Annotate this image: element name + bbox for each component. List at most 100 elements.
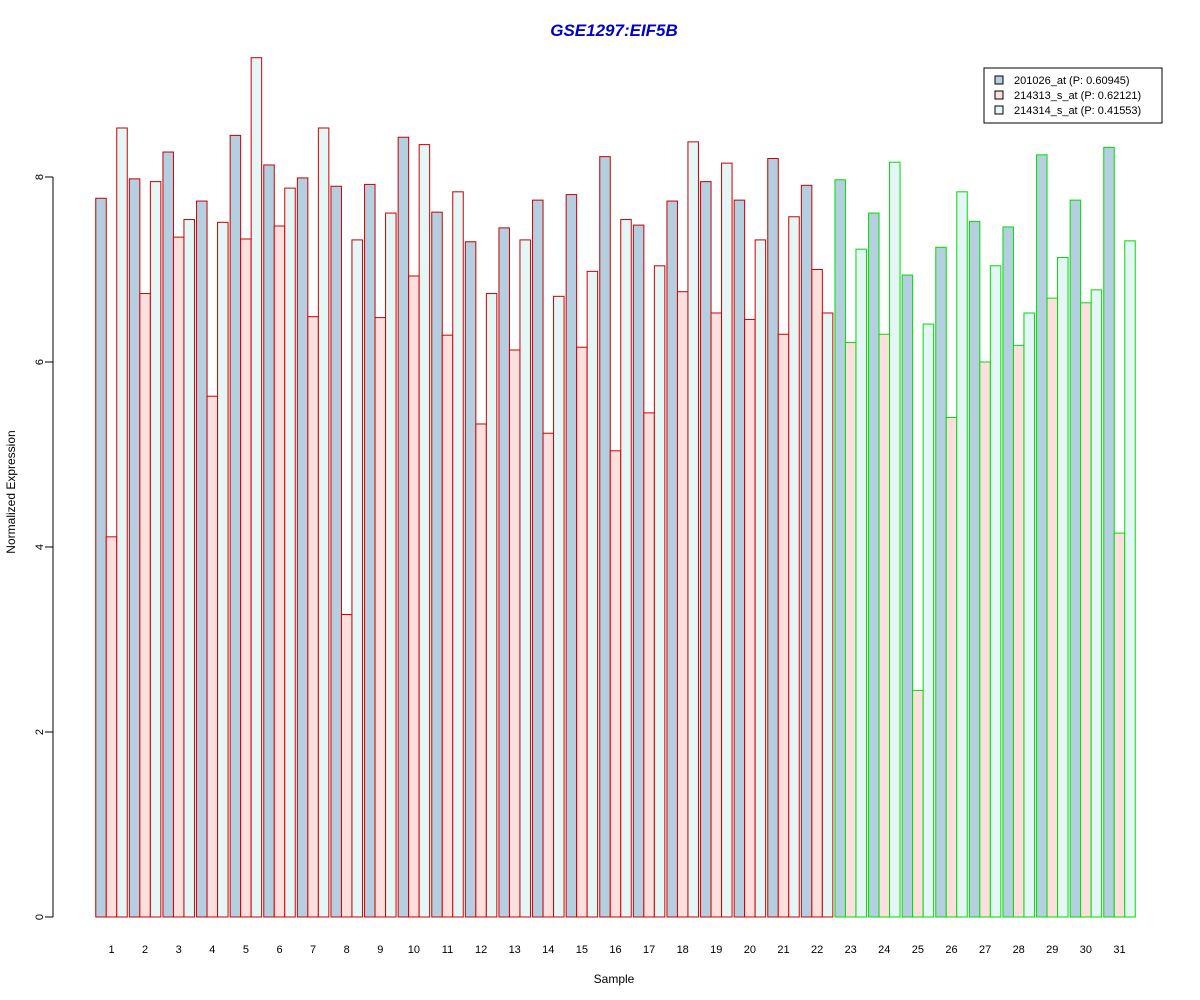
legend-box (983, 67, 1163, 124)
bar-s1-sample-23 (834, 179, 846, 918)
x-tick-label-25: 25 (912, 944, 924, 956)
bar-s3-sample-11 (452, 191, 464, 918)
bar-s2-sample-24 (878, 333, 891, 918)
bar-s3-sample-8 (351, 239, 363, 918)
bar-s3-sample-18 (687, 141, 699, 918)
bar-s1-sample-26 (935, 246, 947, 918)
x-tick-label-6: 6 (276, 944, 282, 956)
legend-swatch-3 (994, 105, 1004, 115)
bar-s3-sample-10 (418, 144, 431, 918)
bar-s2-sample-9 (374, 317, 387, 918)
bar-s2-sample-21 (777, 333, 790, 918)
legend-label-1: 201026_at (P: 0.60945) (1014, 75, 1130, 87)
bar-s2-sample-30 (1080, 302, 1092, 918)
bar-s3-sample-26 (956, 191, 968, 918)
x-tick-labels: 1 2 3 4 5 6 7 8 9 10 11 12 13 14 15 16 17 18 19 20 21 22 23 24 2… (108, 944, 1125, 956)
bar-s2-sample-7 (307, 316, 319, 918)
bar-s3-sample-25 (922, 323, 935, 918)
bar-s3-sample-31 (1124, 240, 1136, 918)
legend: 201026_at (P: 0.60945) 214313_s_at (P: 0.… (983, 67, 1163, 124)
bar-s1-sample-13 (498, 227, 510, 918)
x-tick-label-22: 22 (811, 944, 823, 956)
bar-s3-sample-3 (183, 219, 195, 918)
x-tick-label-2: 2 (142, 944, 148, 956)
y-tick-label-6: 6 (34, 359, 46, 365)
bar-s1-sample-14 (532, 199, 544, 918)
bar-s2-sample-17 (643, 412, 655, 918)
x-tick-label-21: 21 (777, 944, 789, 956)
bar-s3-sample-9 (385, 212, 397, 918)
bar-s2-sample-6 (273, 225, 286, 918)
bar-s1-sample-30 (1069, 199, 1082, 918)
x-tick-label-10: 10 (408, 944, 420, 956)
bar-s2-sample-12 (475, 423, 487, 918)
bar-s1-sample-22 (800, 184, 813, 918)
legend-swatch-1 (994, 75, 1004, 85)
bar-s3-sample-13 (519, 239, 531, 918)
y-tick-label-2: 2 (34, 729, 46, 735)
bar-s1-sample-4 (196, 200, 208, 918)
bar-s3-sample-17 (653, 265, 666, 918)
bar-s3-sample-23 (855, 248, 867, 918)
x-tick-label-3: 3 (176, 944, 182, 956)
bar-s1-sample-9 (364, 183, 376, 918)
bar-s3-sample-14 (553, 295, 565, 918)
bar-s3-sample-20 (754, 239, 767, 918)
bar-s3-sample-4 (217, 221, 229, 918)
x-tick-label-7: 7 (310, 944, 316, 956)
bar-s3-sample-6 (284, 187, 296, 918)
bars-group (95, 57, 1136, 918)
bar-s2-sample-14 (542, 432, 555, 918)
bar-s1-sample-28 (1002, 226, 1014, 918)
bar-s2-sample-22 (811, 269, 823, 918)
x-tick-label-15: 15 (576, 944, 588, 956)
bar-s1-sample-17 (632, 224, 645, 918)
bar-s2-sample-28 (1012, 344, 1025, 918)
bar-s2-sample-8 (340, 614, 353, 918)
x-tick-label-26: 26 (945, 944, 957, 956)
x-tick-label-11: 11 (442, 944, 453, 956)
bar-s1-sample-31 (1103, 146, 1115, 918)
bar-s1-sample-15 (565, 194, 578, 918)
x-tick-label-23: 23 (845, 944, 857, 956)
x-tick-label-5: 5 (243, 944, 249, 956)
x-tick-label-12: 12 (475, 944, 487, 956)
bar-s3-sample-2 (149, 181, 162, 918)
bar-s2-sample-19 (710, 312, 723, 918)
y-tick-label-0: 0 (34, 914, 46, 920)
x-tick-label-31: 31 (1113, 944, 1125, 956)
chart-title: GSE1297:EIF5B (550, 21, 678, 40)
x-tick-label-28: 28 (1013, 944, 1025, 956)
bar-s3-sample-12 (485, 293, 498, 918)
x-axis-label: Sample (594, 972, 635, 986)
bar-s3-sample-21 (788, 216, 800, 918)
bar-s3-sample-5 (250, 57, 263, 918)
bar-s1-sample-3 (162, 151, 174, 918)
bar-s2-sample-11 (441, 334, 454, 918)
legend-label-3: 214314_s_at (P: 0.41553) (1014, 105, 1141, 117)
bar-s1-sample-25 (901, 274, 914, 918)
x-tick-label-20: 20 (744, 944, 756, 956)
x-tick-label-18: 18 (677, 944, 689, 956)
bar-s1-sample-11 (431, 211, 443, 918)
bar-s3-sample-19 (721, 162, 733, 918)
bar-s2-sample-20 (744, 318, 756, 918)
bar-s2-sample-3 (172, 236, 185, 918)
y-tick-label-4: 4 (34, 544, 46, 550)
x-tick-label-8: 8 (344, 944, 350, 956)
bar-s2-sample-4 (206, 395, 219, 918)
bar-s1-sample-27 (968, 220, 981, 918)
x-tick-label-4: 4 (209, 944, 215, 956)
bar-s2-sample-1 (105, 536, 118, 918)
x-tick-label-17: 17 (643, 944, 655, 956)
x-tick-label-16: 16 (609, 944, 621, 956)
bar-s1-sample-8 (330, 185, 342, 918)
bar-s3-sample-27 (989, 265, 1002, 918)
bar-s3-sample-30 (1090, 289, 1103, 918)
bar-s3-sample-15 (586, 270, 599, 918)
bar-s2-sample-26 (945, 417, 958, 918)
y-axis-label: Normalized Expression (4, 430, 18, 553)
x-tick-label-13: 13 (509, 944, 521, 956)
y-axis: 0 2 4 6 8 (34, 174, 54, 920)
